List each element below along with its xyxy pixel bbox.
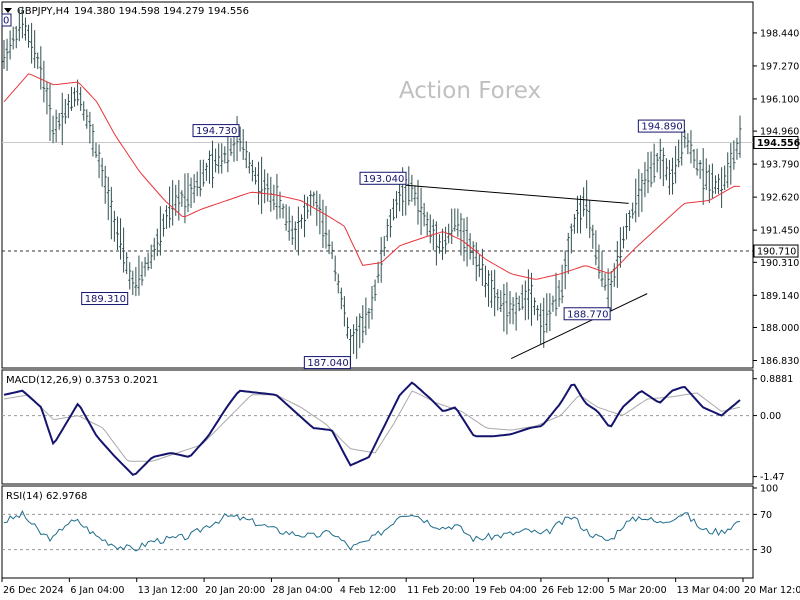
price-label: 194.730 [196,126,237,137]
watermark: Action Forex [399,78,541,104]
time-tick-label: 4 Feb 12:00 [340,585,396,596]
price-bars [2,6,742,366]
macd-tick-label: 0.00 [760,411,781,422]
price-label-box [192,124,240,138]
moving-average-line [3,73,740,280]
price-label-box [303,356,351,370]
rsi-layer: 100 70 30 [2,484,778,556]
price-tick-label: 191.450 [760,226,799,237]
time-tick-label: 26 Dec 2024 [3,585,64,596]
time-tick-label: 26 Feb 12:00 [542,585,604,596]
rsi-tick-label: 30 [760,545,772,556]
price-axis: 198.440 197.270 196.100 194.960 193.790 192.6… [2,28,800,367]
macd-tick-label: -1.47 [760,472,785,483]
price-tick-label: 190.310 [760,258,799,269]
clipped-label: 0 [3,16,9,27]
macd-line [3,381,741,476]
time-tick-label: 11 Feb 20:00 [407,585,469,596]
time-tick-label: 28 Jan 04:00 [272,585,332,596]
time-tick-label: 13 Jan 12:00 [138,585,198,596]
price-label: 187.040 [307,358,348,369]
time-tick-label: 20 Jan 20:00 [205,585,265,596]
rsi-tick-label: 100 [760,484,778,495]
current-price-box [753,136,799,150]
price-panel-frame [1,1,754,369]
rsi-line [3,510,741,552]
time-tick-label: 6 Jan 04:00 [70,585,124,596]
time-tick-label: 19 Feb 04:00 [475,585,537,596]
symbol-label: GBPJPY,H4 [17,6,70,17]
price-label: 189.310 [85,294,126,305]
macd-layer: 0.8881 0.00 -1.47 [2,374,793,483]
ohlc-readout: 194.380 194.598 194.279 194.556 [74,6,249,17]
price-label-box [81,292,129,306]
time-tick-label: 5 Mar 20:00 [609,585,666,596]
macd-title: MACD(12,26,9) 0.3753 0.2021 [6,375,158,386]
time-tick-label: 13 Mar 04:00 [677,585,740,596]
chart-menu-icon[interactable] [4,8,12,13]
time-axis: 26 Dec 2024 6 Jan 04:00 13 Jan 12:00 20 Jan… [1,578,800,596]
level-price-label: 190.710 [757,247,796,258]
price-label-box [563,307,611,321]
price-tick-label: 194.960 [760,127,799,138]
price-tick-label: 186.830 [760,356,799,367]
price-labels: 189.310 194.730 187.040 193.040 188.770 194.8… [1,13,685,370]
price-label-box [359,171,407,185]
clipped-label-box [1,13,12,27]
current-price-label: 194.556 [757,138,800,149]
price-tick-label: 198.440 [760,28,799,39]
level-price-box [753,244,799,258]
macd-panel-frame [1,369,754,485]
price-tick-label: 188.000 [760,323,799,334]
price-tick-label: 197.270 [760,61,799,72]
price-tick-label: 189.140 [760,291,799,302]
price-lines [3,73,740,359]
price-label-box [637,119,685,133]
price-tick-label: 193.790 [760,160,799,171]
price-tick-label: 196.100 [760,94,799,105]
rsi-panel-frame [1,485,754,579]
time-tick-label: 20 Mar 12:00 [744,585,800,596]
trendline [510,293,648,359]
price-label: 188.770 [567,309,608,320]
rsi-tick-label: 70 [760,510,772,521]
rsi-title: RSI(14) 62.9768 [6,491,87,502]
price-label: 193.040 [363,174,404,185]
price-tick-label: 192.620 [760,193,799,204]
trendline [405,184,629,204]
price-label: 194.890 [641,122,682,133]
macd-tick-label: 0.8881 [760,374,793,385]
